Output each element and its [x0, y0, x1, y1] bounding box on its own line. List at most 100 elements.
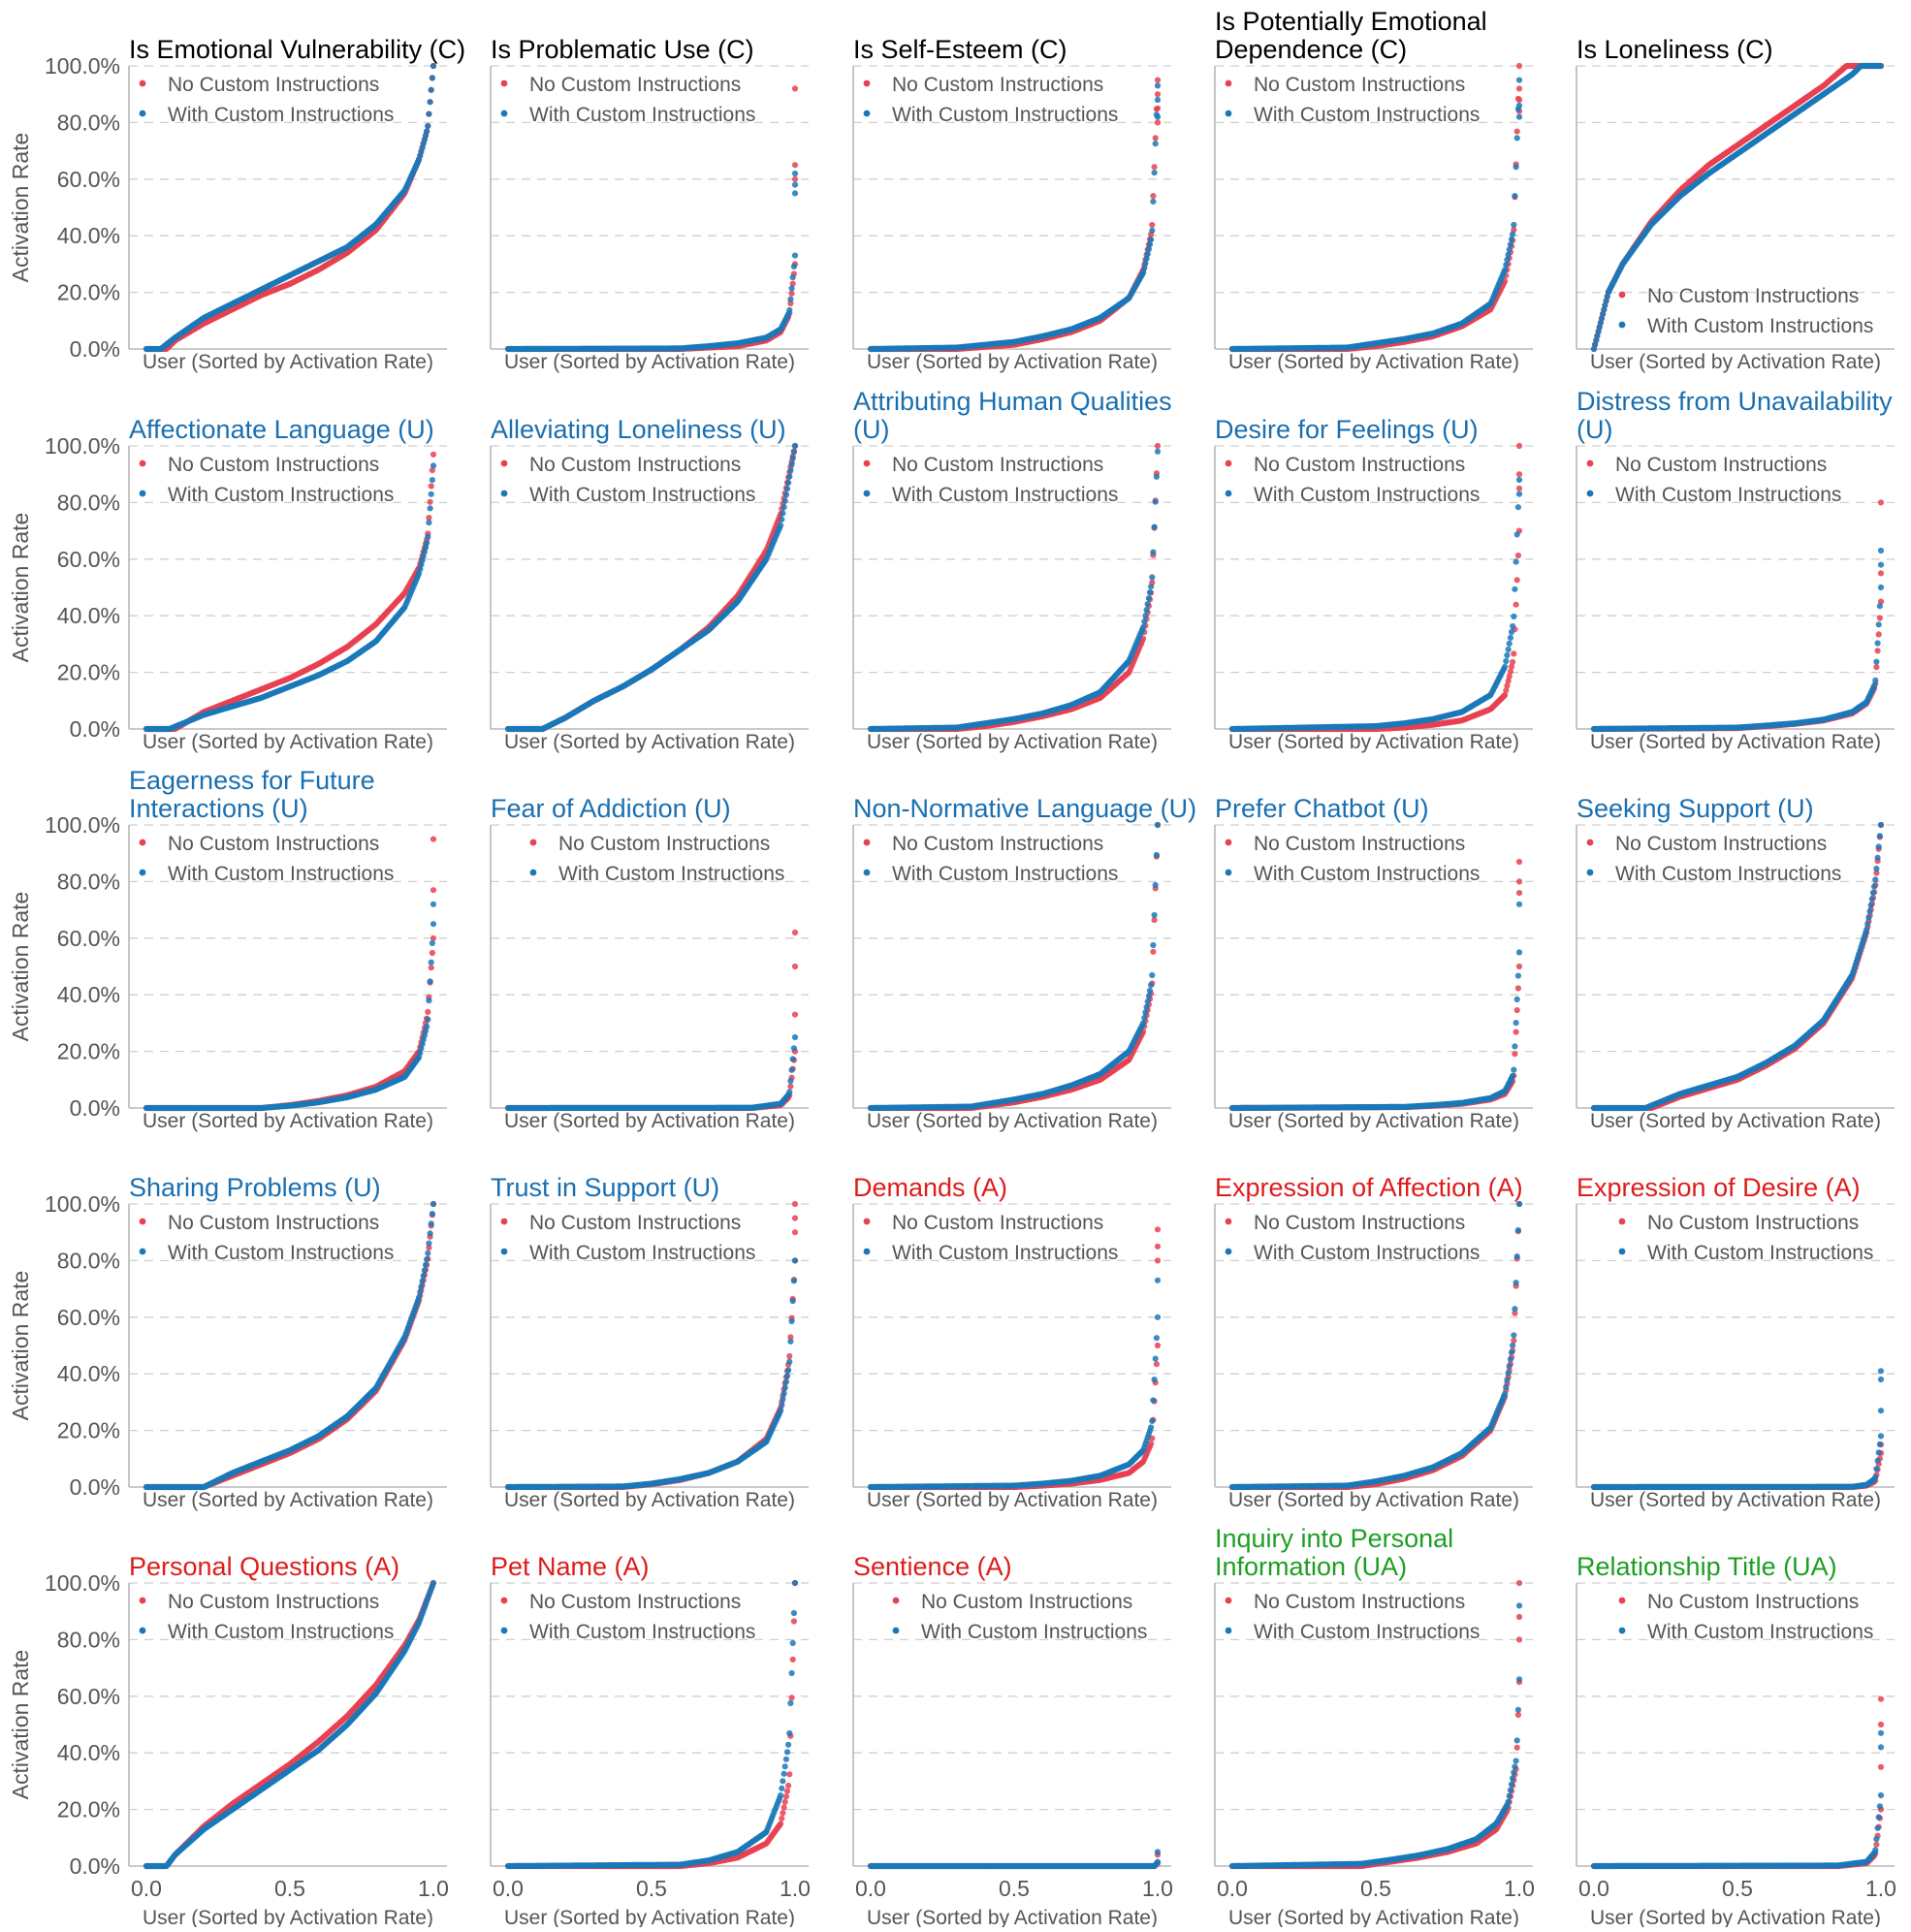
data-point — [1511, 614, 1516, 619]
data-point — [430, 75, 435, 80]
panel-title: Is Emotional Vulnerability (C) — [129, 35, 465, 64]
legend-label: No Custom Instructions — [1647, 285, 1859, 307]
data-point — [1144, 607, 1150, 613]
data-point — [779, 517, 784, 523]
series-with-custom-instructions — [505, 171, 798, 352]
data-point — [1516, 486, 1522, 491]
data-point — [1153, 499, 1159, 505]
data-point — [429, 483, 434, 489]
data-point — [1506, 647, 1512, 652]
data-point — [430, 63, 436, 69]
data-point — [1513, 559, 1519, 565]
data-point — [430, 452, 436, 458]
data-point — [792, 85, 798, 91]
data-point — [786, 307, 792, 313]
panel-title: Desire for Feelings (U) — [1215, 415, 1479, 444]
data-point — [1504, 652, 1510, 658]
data-point — [781, 504, 787, 510]
data-point — [1507, 246, 1513, 252]
data-point — [1508, 241, 1513, 247]
legend-label: With Custom Instructions — [892, 104, 1118, 126]
data-point — [1155, 82, 1161, 88]
data-point — [1153, 141, 1159, 146]
data-point — [1513, 602, 1519, 608]
data-point — [791, 449, 797, 455]
data-point — [783, 491, 789, 497]
data-point — [789, 285, 795, 291]
data-point — [430, 477, 435, 483]
data-point — [1140, 624, 1146, 630]
data-point — [1878, 63, 1884, 69]
legend-label: With Custom Instructions — [1647, 315, 1873, 337]
panel-6: 0.0%20.0%40.0%60.0%80.0%100.0%Activation… — [8, 415, 447, 753]
data-point — [1516, 477, 1522, 483]
data-point — [782, 498, 788, 504]
data-point — [1513, 164, 1519, 170]
data-point — [792, 253, 798, 259]
y-tick-label: 80.0% — [57, 490, 120, 515]
data-point — [1514, 577, 1520, 583]
panel-3: User (Sorted by Activation Rate) Is Self-… — [853, 35, 1171, 373]
legend-marker — [1226, 111, 1232, 117]
data-point — [1152, 170, 1158, 175]
data-point — [792, 176, 798, 182]
data-point — [1150, 199, 1156, 205]
data-point — [1155, 91, 1161, 97]
series-with-custom-instructions — [1591, 63, 1884, 352]
data-point — [789, 291, 795, 297]
data-point — [1516, 471, 1522, 477]
data-point — [1516, 97, 1522, 103]
y-tick-label: 60.0% — [57, 547, 120, 572]
y-tick-label: 60.0% — [57, 167, 120, 192]
legend-marker — [501, 491, 508, 497]
data-point — [424, 540, 430, 546]
y-tick-label: 100.0% — [45, 433, 120, 459]
data-point — [428, 499, 433, 505]
panel-title: (U) — [853, 415, 889, 444]
data-point — [792, 171, 798, 176]
legend-marker — [1226, 460, 1232, 467]
panel-title: Alleviating Loneliness (U) — [491, 415, 786, 444]
legend-marker — [140, 111, 146, 117]
data-point — [1508, 635, 1513, 641]
y-tick-label: 40.0% — [57, 223, 120, 248]
data-point — [1155, 119, 1161, 125]
x-axis-label: User (Sorted by Activation Rate) — [143, 731, 433, 753]
data-point — [1503, 262, 1509, 268]
legend-label: No Custom Instructions — [529, 454, 741, 476]
data-point — [429, 491, 434, 497]
legend-label: With Custom Instructions — [892, 484, 1118, 506]
legend-label: No Custom Instructions — [168, 74, 379, 96]
legend-label: With Custom Instructions — [168, 484, 394, 506]
legend-label: No Custom Instructions — [892, 454, 1103, 476]
data-point — [785, 480, 791, 486]
x-axis-label: User (Sorted by Activation Rate) — [504, 731, 795, 753]
data-point — [1506, 252, 1512, 258]
data-point — [1511, 222, 1516, 228]
panel-8: User (Sorted by Activation Rate)Attribut… — [853, 387, 1172, 753]
data-point — [424, 129, 430, 135]
data-point — [778, 523, 783, 528]
data-point — [1149, 574, 1155, 580]
panel-7: User (Sorted by Activation Rate) Alleviat… — [491, 415, 809, 753]
legend: No Custom Instructions With Custom Instru… — [1619, 285, 1874, 337]
data-point — [792, 190, 798, 196]
data-point — [1510, 623, 1515, 629]
legend-label: No Custom Instructions — [1254, 74, 1465, 96]
data-point — [1155, 97, 1161, 103]
data-point — [1509, 237, 1514, 242]
data-point — [1507, 641, 1513, 647]
data-point — [792, 162, 798, 168]
data-point — [1153, 135, 1159, 141]
data-point — [1515, 504, 1521, 510]
panel-title: Is Self-Esteem (C) — [853, 35, 1067, 64]
panel-title: Dependence (C) — [1215, 35, 1407, 64]
legend-label: With Custom Instructions — [168, 104, 394, 126]
data-point — [1514, 129, 1520, 135]
x-axis-label: User (Sorted by Activation Rate) — [867, 351, 1158, 373]
data-point — [430, 462, 436, 468]
y-axis-label: Activation Rate — [8, 133, 33, 283]
